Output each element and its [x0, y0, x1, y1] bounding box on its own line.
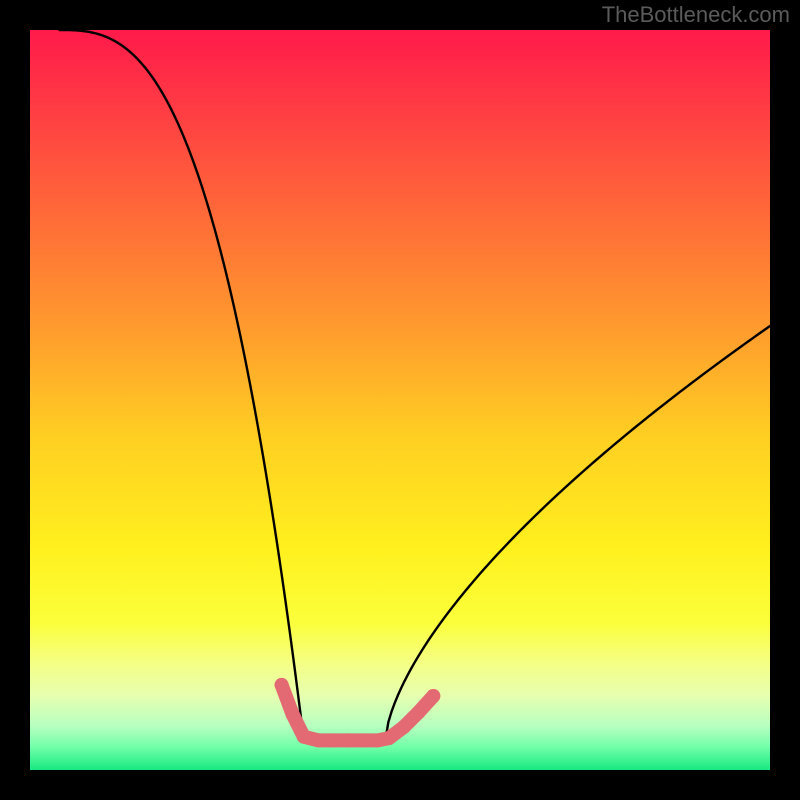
- plot-background: [30, 30, 770, 770]
- marker-dot: [356, 733, 370, 747]
- marker-dot: [312, 733, 326, 747]
- marker-dot: [286, 708, 300, 722]
- bottleneck-curve-chart: [0, 0, 800, 800]
- marker-dot: [341, 733, 355, 747]
- marker-dot: [275, 678, 289, 692]
- marker-dot: [397, 720, 411, 734]
- marker-dot: [382, 731, 396, 745]
- marker-dot: [412, 705, 426, 719]
- chart-stage: TheBottleneck.com: [0, 0, 800, 800]
- marker-dot: [326, 733, 340, 747]
- marker-dot: [297, 730, 311, 744]
- marker-dot: [426, 689, 440, 703]
